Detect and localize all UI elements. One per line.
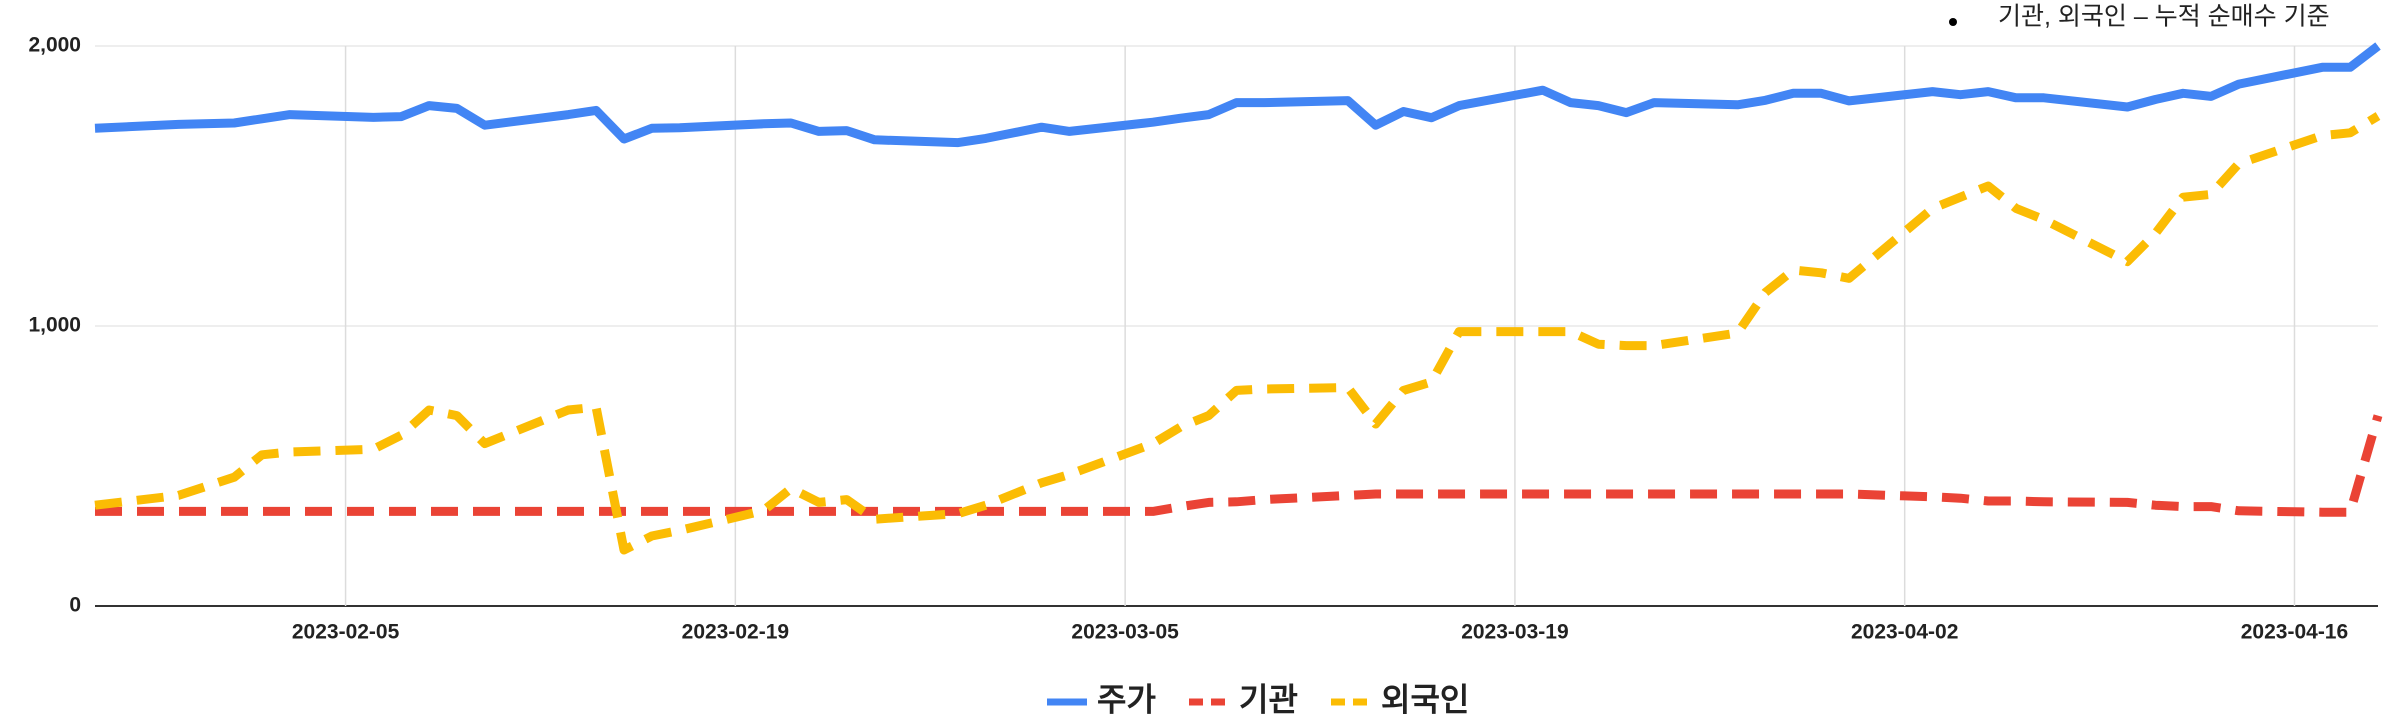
legend-label: 기관	[1239, 681, 1298, 717]
y-tick-label: 1,000	[28, 314, 81, 337]
x-tick-label: 2023-03-19	[1461, 621, 1568, 644]
series-line	[94, 42, 2381, 148]
x-tick-label: 2023-02-19	[682, 621, 789, 644]
y-tick-label: 2,000	[28, 34, 81, 57]
bullet	[1949, 18, 1957, 26]
series-line	[95, 414, 2383, 517]
annotation: 기관, 외국인 – 누적 순매수 기준	[1998, 3, 2330, 31]
x-tick-label: 2023-04-16	[2241, 621, 2348, 644]
legend-label: 주가	[1097, 681, 1156, 717]
series-line	[94, 112, 2381, 555]
x-tick-label: 2023-03-05	[1071, 621, 1179, 644]
x-tick-label: 2023-02-05	[292, 621, 400, 644]
y-tick-label: 0	[69, 594, 81, 617]
x-tick-label: 2023-04-02	[1851, 621, 1958, 644]
legend-label: 외국인	[1381, 681, 1469, 717]
